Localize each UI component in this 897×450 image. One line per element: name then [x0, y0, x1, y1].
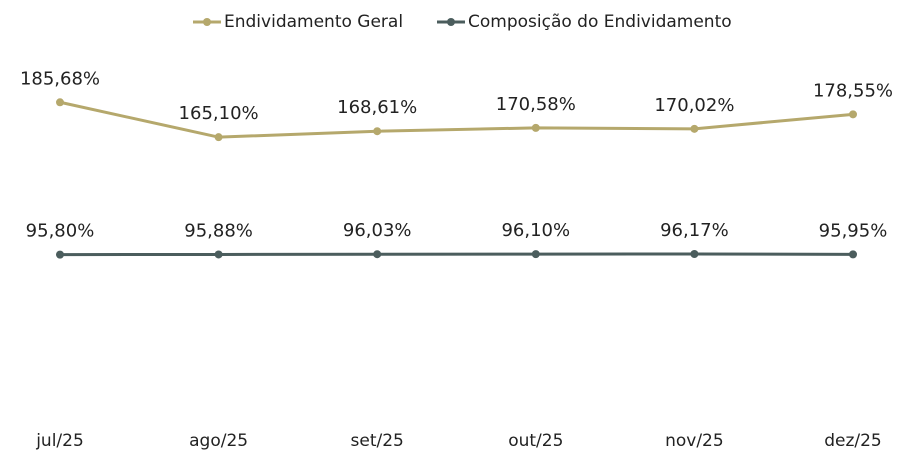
data-point	[531, 250, 540, 259]
data-label: 95,88%	[184, 220, 253, 241]
data-point	[56, 98, 64, 107]
data-label: 170,02%	[654, 95, 734, 116]
legend-label: Endividamento Geral	[224, 12, 403, 32]
x-tick-label: set/25	[351, 431, 404, 450]
x-tick-label: jul/25	[35, 431, 84, 450]
data-point	[214, 133, 223, 142]
series-line	[59, 252, 854, 257]
data-point	[214, 250, 223, 259]
data-label: 95,95%	[819, 220, 888, 241]
data-point	[531, 123, 540, 132]
data-label: 170,58%	[496, 94, 576, 115]
data-label: 185,68%	[20, 68, 100, 89]
legend-marker	[447, 18, 455, 26]
data-point	[849, 110, 857, 119]
data-label: 165,10%	[179, 103, 259, 124]
x-tick-label: ago/25	[189, 431, 248, 450]
data-label: 96,03%	[343, 220, 412, 241]
data-point	[849, 250, 857, 259]
data-label: 96,10%	[501, 220, 570, 241]
legend-label: Composição do Endividamento	[468, 12, 732, 32]
series-line	[59, 100, 854, 139]
data-point	[690, 124, 699, 133]
data-label: 96,17%	[660, 220, 729, 241]
data-label: 95,80%	[26, 221, 95, 242]
legend-marker	[203, 18, 211, 26]
x-tick-label: out/25	[508, 431, 563, 450]
x-tick-label: nov/25	[665, 431, 724, 450]
data-label: 178,55%	[813, 80, 893, 101]
data-label: 168,61%	[337, 97, 417, 118]
x-tick-label: dez/25	[824, 431, 882, 450]
data-point	[690, 249, 699, 258]
data-point	[56, 250, 64, 259]
data-point	[373, 127, 382, 136]
data-point	[373, 250, 382, 259]
